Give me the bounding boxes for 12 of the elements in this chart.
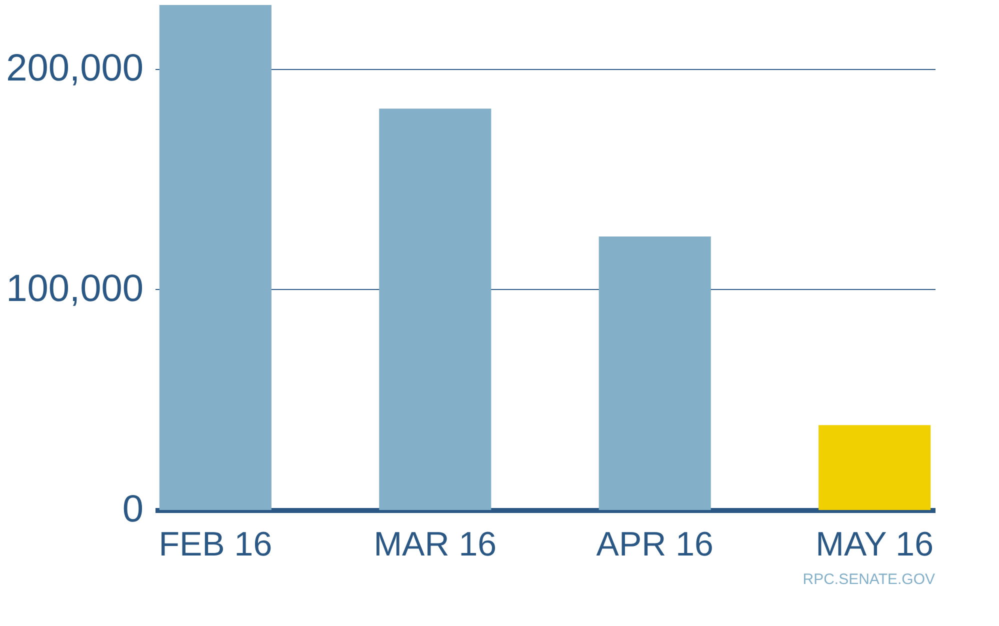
bar <box>598 236 711 510</box>
y-tick-label: 100,000 <box>6 268 144 310</box>
bar <box>818 425 931 510</box>
x-tick-label: MAY 16 <box>816 526 934 564</box>
x-tick-label: APR 16 <box>596 526 714 564</box>
y-tick-label: 200,000 <box>6 47 144 90</box>
x-tick-label: FEB 16 <box>158 526 272 564</box>
x-tick-label: MAR 16 <box>374 526 497 564</box>
y-tick-label: 0 <box>122 488 144 530</box>
text: RPC.SENATE.GOV <box>802 571 935 588</box>
bar <box>379 108 492 510</box>
bar <box>159 5 272 510</box>
